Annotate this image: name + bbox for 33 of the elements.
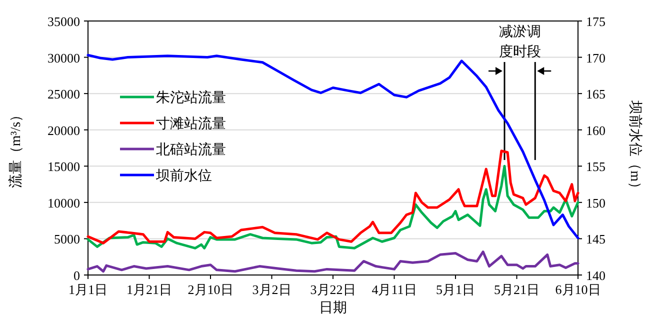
x-axis-title: 日期 [319,300,347,316]
y-tick-label: 0 [74,268,80,283]
y2-axis-title: 坝前水位（m） [627,100,643,196]
y-tick-label: 15000 [48,159,80,174]
y-tick-label: 20000 [48,122,80,138]
y2-tick-label: 170 [586,50,606,66]
y2-tick-label: 140 [586,268,606,283]
y2-tick-label: 145 [586,232,606,247]
legend-label: 寸滩站流量 [156,116,226,132]
x-tick-label: 5月1日 [436,282,475,297]
y-tick-label: 30000 [48,50,80,66]
y2-tick-label: 160 [586,122,606,138]
x-tick-label: 4月11日 [372,282,417,297]
x-tick-label: 1月21日 [126,282,172,297]
x-tick-label: 3月22日 [310,282,356,297]
y-tick-label: 25000 [48,86,80,102]
x-tick-label: 5月21日 [494,282,540,297]
y-axis-title: 流量（m³/s） [8,108,24,188]
y2-tick-label: 175 [586,14,606,29]
annotation: 减淤调度时段 [498,24,541,60]
y-tick-label: 10000 [48,195,80,210]
legend-label: 朱沱站流量 [156,90,226,106]
legend-label: 北碚站流量 [156,142,226,158]
y2-tick-label: 150 [586,195,606,210]
y-tick-label: 5000 [54,232,80,247]
x-tick-label: 3月2日 [252,282,292,297]
y-tick-label: 35000 [48,14,80,29]
x-tick-label: 2月10日 [188,282,234,297]
legend-label: 坝前水位 [155,168,212,184]
y2-tick-label: 155 [586,159,606,174]
x-tick-label: 6月10日 [555,282,601,297]
y2-tick-label: 165 [586,86,606,102]
x-tick-label: 1月1日 [68,282,108,297]
